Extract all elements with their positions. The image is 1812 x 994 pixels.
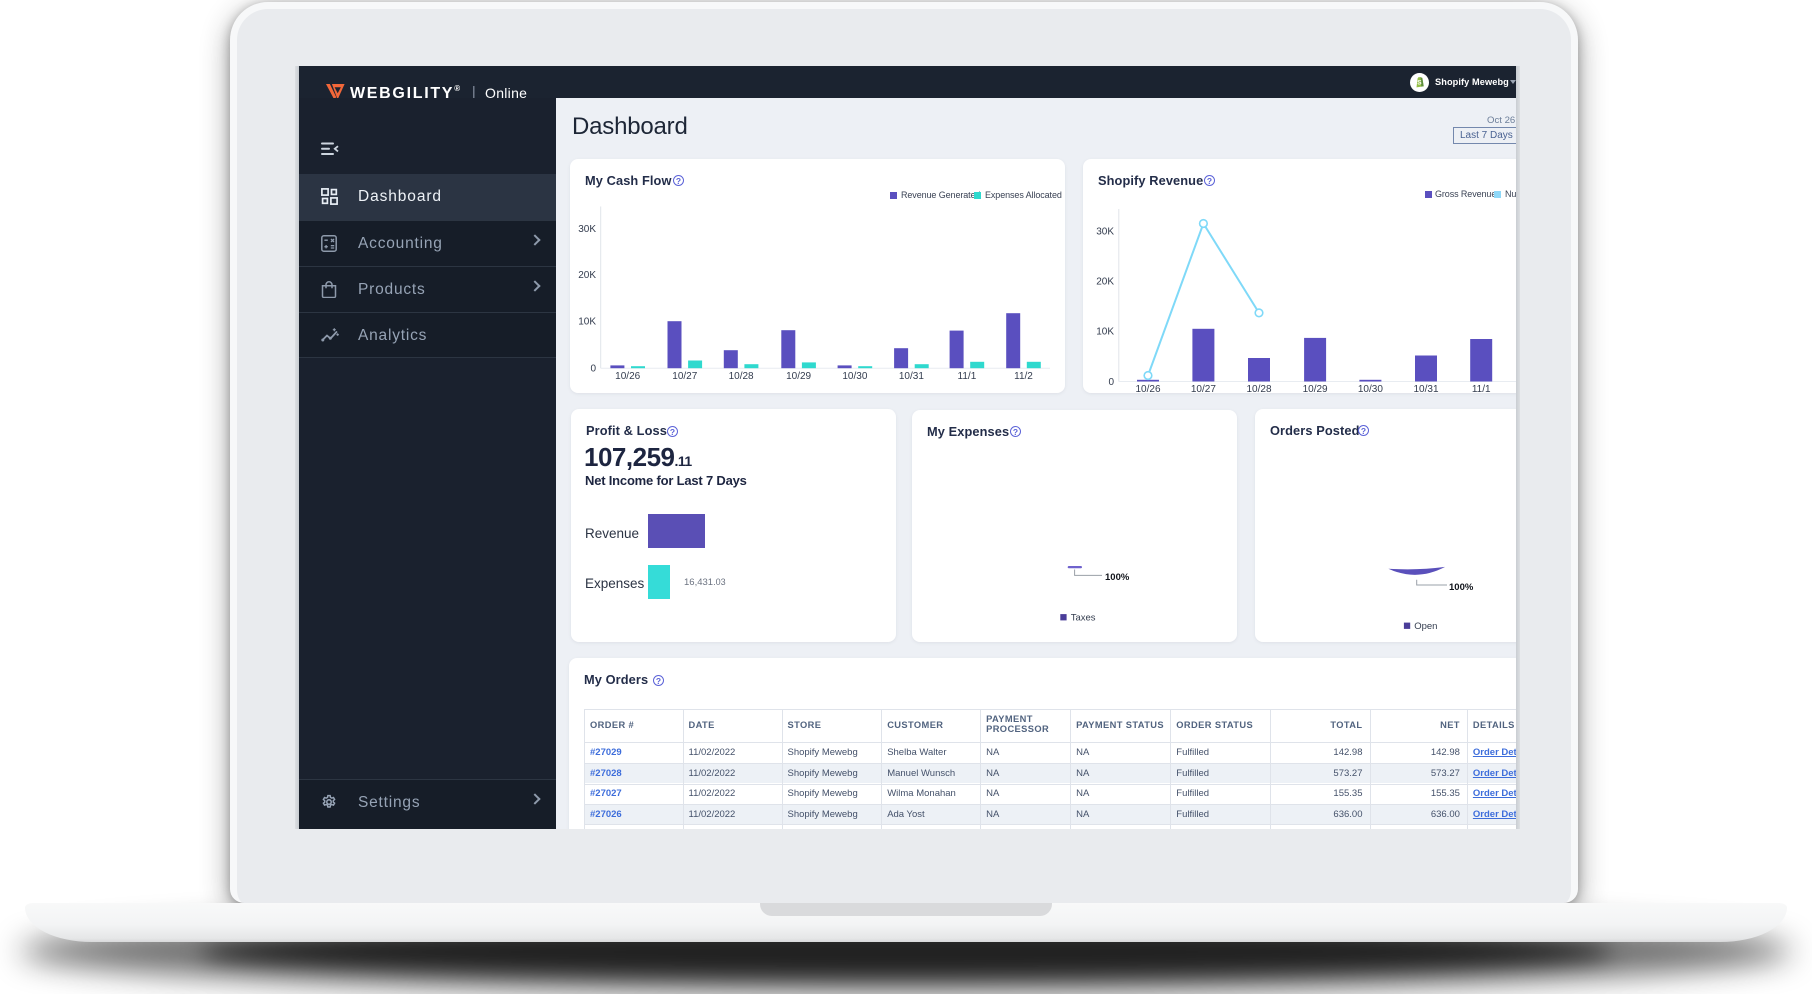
svg-text:10/30: 10/30 xyxy=(1358,384,1383,393)
svg-text:10/30: 10/30 xyxy=(842,371,867,382)
svg-text:10/29: 10/29 xyxy=(786,371,811,382)
svg-text:Open: Open xyxy=(1414,621,1437,632)
svg-text:30K: 30K xyxy=(578,224,596,235)
svg-text:10/26: 10/26 xyxy=(1135,384,1160,393)
svg-text:10/31: 10/31 xyxy=(899,371,924,382)
svg-text:100%: 100% xyxy=(1105,572,1130,583)
svg-text:S: S xyxy=(1417,80,1422,87)
svg-text:0: 0 xyxy=(590,364,596,375)
svg-text:0: 0 xyxy=(1108,377,1114,388)
svg-text:10/29: 10/29 xyxy=(1303,384,1328,393)
svg-text:10K: 10K xyxy=(1096,327,1114,338)
svg-text:Taxes: Taxes xyxy=(1071,613,1096,624)
svg-text:10/28: 10/28 xyxy=(1246,384,1271,393)
svg-text:20K: 20K xyxy=(1096,277,1114,288)
svg-text:10/28: 10/28 xyxy=(729,371,754,382)
svg-text:30K: 30K xyxy=(1096,227,1114,238)
svg-text:20K: 20K xyxy=(578,270,596,281)
svg-text:10/31: 10/31 xyxy=(1413,384,1438,393)
svg-text:10/27: 10/27 xyxy=(672,371,697,382)
svg-text:11/1: 11/1 xyxy=(958,371,977,382)
svg-text:11/2: 11/2 xyxy=(1014,371,1033,382)
svg-text:11/1: 11/1 xyxy=(1472,384,1491,393)
svg-text:10/27: 10/27 xyxy=(1191,384,1216,393)
svg-text:100%: 100% xyxy=(1449,582,1474,593)
svg-text:10K: 10K xyxy=(578,317,596,328)
svg-text:10/26: 10/26 xyxy=(615,371,640,382)
